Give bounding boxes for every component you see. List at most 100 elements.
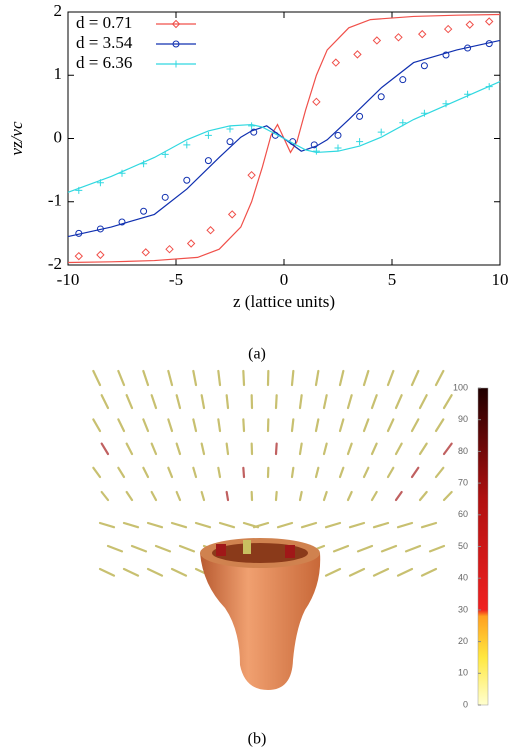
vector-arrow	[225, 490, 230, 502]
data-point	[183, 141, 191, 149]
vector-arrow	[225, 394, 230, 410]
vector-arrow	[290, 418, 295, 433]
data-point	[334, 144, 342, 152]
x-tick-label: 10	[492, 270, 509, 289]
data-point	[118, 169, 126, 177]
vector-arrow	[274, 490, 278, 502]
vector-arrow	[434, 418, 445, 433]
vector-arrow	[192, 466, 198, 479]
vector-arrow	[175, 490, 182, 502]
data-point	[248, 122, 256, 130]
vector-arrow	[338, 466, 345, 479]
vector-arrow	[428, 544, 446, 553]
vector-arrow	[100, 442, 110, 456]
inner-vector	[243, 540, 251, 554]
vector-arrow	[178, 544, 196, 553]
colorbar-tick-label: 80	[458, 446, 468, 456]
vector-arrow	[372, 567, 390, 577]
funnel-inside	[212, 543, 308, 563]
vector-arrow	[242, 418, 246, 433]
vector-arrow	[396, 567, 414, 577]
vector-arrow	[418, 442, 428, 456]
data-point	[334, 131, 342, 139]
vector-arrow	[362, 369, 370, 387]
inner-vector	[216, 544, 226, 556]
vector-arrow	[410, 418, 420, 433]
vector-arrow	[167, 466, 174, 479]
data-point	[140, 160, 148, 168]
vector-arrow	[322, 394, 328, 410]
vector-arrow	[217, 466, 222, 479]
vector-arrow	[98, 521, 116, 529]
data-point	[418, 29, 427, 39]
vector-arrow	[192, 418, 198, 433]
vector-arrow	[322, 490, 328, 502]
vector-arrow	[434, 369, 445, 387]
vector-arrow	[314, 418, 320, 433]
vector-arrow	[146, 521, 164, 529]
caption: (a)	[248, 346, 266, 363]
vector-arrow	[242, 369, 246, 387]
vector-arrow	[167, 418, 174, 433]
vector-arrow	[225, 442, 230, 456]
data-point	[484, 17, 494, 26]
vector-arrow	[370, 490, 378, 502]
data-point	[465, 20, 474, 29]
vector-arrow	[394, 394, 403, 410]
vector-arrow	[92, 466, 102, 479]
data-point	[165, 244, 174, 254]
vector-arrow	[200, 490, 206, 502]
data-point	[250, 128, 258, 136]
legend-label: d = 0.71	[76, 13, 132, 32]
x-tick-label: -5	[169, 270, 183, 289]
vector-arrow	[370, 394, 378, 410]
series-line	[67, 81, 501, 193]
vector-arrow	[300, 521, 318, 529]
data-point	[227, 210, 237, 219]
y-tick-label: 0	[54, 127, 63, 146]
vector-arrow	[142, 369, 150, 387]
vector-arrow	[200, 394, 206, 410]
data-point	[464, 44, 472, 52]
y-tick-label: -1	[48, 191, 62, 210]
vector-arrow	[200, 442, 206, 456]
vector-arrow	[386, 466, 395, 479]
legend-marker	[171, 19, 181, 29]
data-point	[141, 248, 150, 257]
vector-arrow	[125, 394, 134, 410]
colorbar-tick-label: 100	[453, 382, 468, 392]
colorbar-tick-label: 20	[458, 636, 468, 646]
data-point	[394, 33, 403, 42]
vector-arrow	[418, 490, 428, 502]
vector-arrow	[242, 466, 246, 479]
data-point	[312, 147, 320, 155]
vector-arrow	[146, 567, 164, 577]
vector-arrow	[192, 369, 198, 387]
vector-arrow	[150, 490, 158, 502]
x-tick-label: 5	[388, 270, 397, 289]
x-tick-label: 0	[280, 270, 289, 289]
vector-arrow	[170, 567, 188, 577]
data-point	[356, 112, 364, 120]
vector-arrow	[117, 418, 126, 433]
vector-arrow	[404, 544, 422, 553]
data-point	[372, 36, 382, 45]
data-point	[186, 239, 196, 248]
vector-arrow	[442, 490, 453, 502]
vector-arrow	[142, 466, 150, 479]
legend-marker	[172, 60, 180, 68]
vector-arrow	[92, 418, 102, 433]
colorbar-tick-label: 90	[458, 414, 468, 424]
y-tick-label: 2	[54, 1, 63, 20]
vector-arrow	[322, 442, 328, 456]
vector-arrow	[252, 521, 270, 529]
caption: (b)	[248, 731, 267, 748]
vector-arrow	[370, 442, 378, 456]
colorbar-tick-label: 10	[458, 668, 468, 678]
vector-arrow	[218, 521, 236, 529]
vector-arrow	[106, 544, 124, 553]
vector-arrow	[290, 369, 295, 387]
vector-arrow	[386, 369, 395, 387]
vector-arrow	[125, 442, 134, 456]
